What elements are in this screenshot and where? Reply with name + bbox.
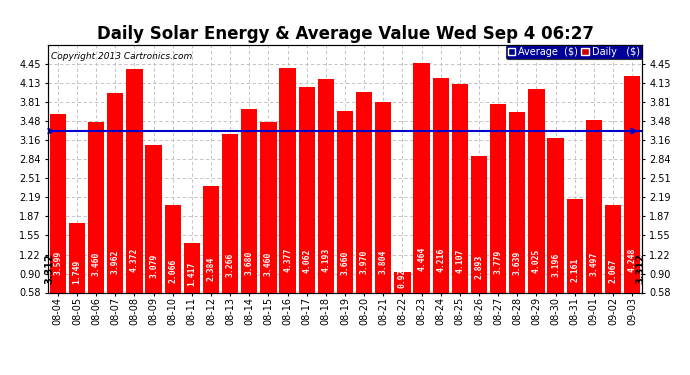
Title: Daily Solar Energy & Average Value Wed Sep 4 06:27: Daily Solar Energy & Average Value Wed S… [97, 26, 593, 44]
Text: 2.384: 2.384 [206, 256, 215, 281]
Text: 3.970: 3.970 [359, 249, 368, 273]
Bar [529, 89, 544, 292]
Bar [605, 205, 621, 292]
Text: 3.639: 3.639 [513, 251, 522, 275]
Bar [337, 111, 353, 292]
Bar [107, 93, 124, 292]
Legend: Average  ($), Daily   ($): Average ($), Daily ($) [506, 45, 642, 59]
Text: 3.497: 3.497 [589, 251, 598, 276]
Text: 4.372: 4.372 [130, 247, 139, 272]
Text: 4.248: 4.248 [628, 248, 637, 272]
Bar [222, 134, 238, 292]
Bar [356, 92, 373, 292]
Text: 3.312: 3.312 [635, 253, 645, 284]
Text: 1.417: 1.417 [188, 261, 197, 286]
Text: 3.804: 3.804 [379, 250, 388, 274]
Bar [413, 63, 430, 292]
Bar [184, 243, 200, 292]
Bar [241, 110, 257, 292]
Text: 3.266: 3.266 [226, 252, 235, 277]
Bar [279, 68, 296, 292]
Text: 0.928: 0.928 [398, 264, 407, 288]
Bar [146, 145, 161, 292]
Text: 1.749: 1.749 [72, 260, 81, 284]
Text: 3.660: 3.660 [340, 251, 350, 275]
Text: 4.193: 4.193 [322, 248, 331, 273]
Text: 2.066: 2.066 [168, 258, 177, 282]
Bar [50, 114, 66, 292]
Bar [490, 104, 506, 292]
Text: 4.464: 4.464 [417, 247, 426, 271]
Bar [375, 102, 391, 292]
Text: 4.216: 4.216 [436, 248, 445, 272]
Bar [433, 78, 449, 292]
Bar [547, 138, 564, 292]
Bar [126, 69, 143, 292]
Bar [586, 120, 602, 292]
Text: 2.067: 2.067 [609, 258, 618, 282]
Text: 4.025: 4.025 [532, 249, 541, 273]
Text: Copyright 2013 Cartronics.com: Copyright 2013 Cartronics.com [51, 53, 193, 62]
Text: 3.196: 3.196 [551, 253, 560, 277]
Text: 3.779: 3.779 [493, 250, 502, 274]
Bar [203, 186, 219, 292]
Text: 4.107: 4.107 [455, 249, 464, 273]
Text: 3.680: 3.680 [245, 251, 254, 275]
Bar [624, 76, 640, 292]
Text: 2.161: 2.161 [570, 258, 579, 282]
Bar [509, 112, 525, 292]
Text: 3.460: 3.460 [92, 252, 101, 276]
Text: 4.377: 4.377 [283, 247, 292, 272]
Bar [317, 79, 334, 292]
Bar [88, 122, 104, 292]
Text: 2.893: 2.893 [475, 254, 484, 279]
Text: 3.962: 3.962 [111, 249, 120, 274]
Bar [69, 224, 85, 292]
Bar [299, 87, 315, 292]
Text: 3.599: 3.599 [53, 251, 62, 275]
Bar [394, 272, 411, 292]
Bar [260, 122, 277, 292]
Text: 4.062: 4.062 [302, 249, 311, 273]
Bar [566, 199, 583, 292]
Bar [165, 205, 181, 292]
Text: 3.460: 3.460 [264, 252, 273, 276]
Text: 3.079: 3.079 [149, 254, 158, 278]
Text: 3.312: 3.312 [45, 253, 55, 284]
Bar [471, 156, 487, 292]
Bar [452, 84, 468, 292]
